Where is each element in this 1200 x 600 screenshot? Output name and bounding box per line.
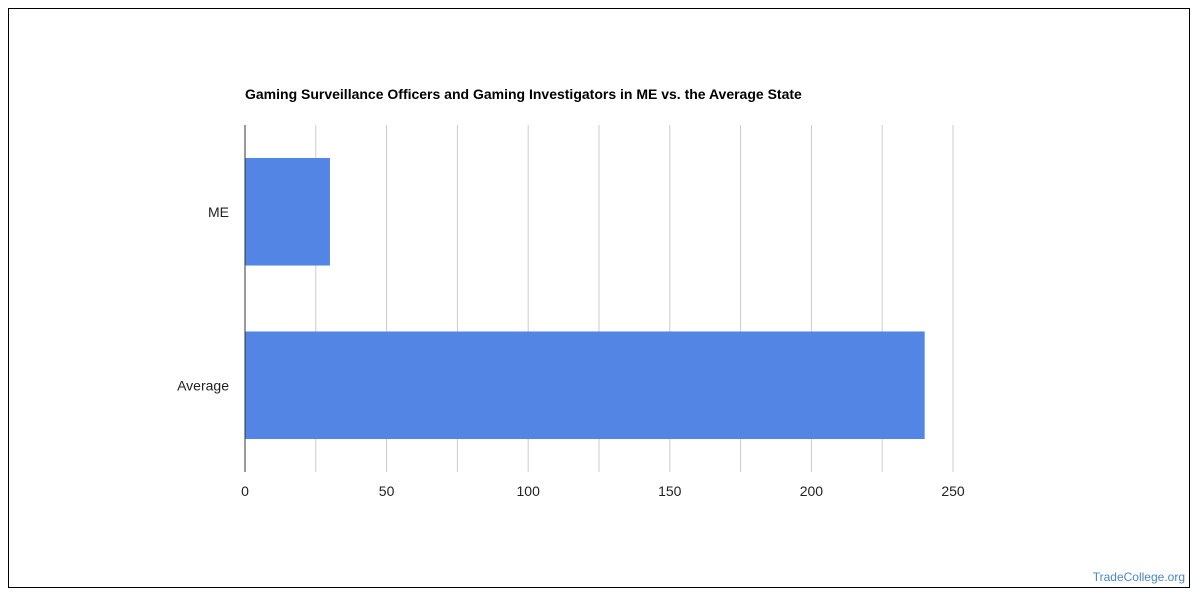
category-label-me: ME — [208, 204, 229, 220]
x-tick-label: 50 — [379, 483, 395, 499]
bar-average — [245, 331, 925, 440]
source-link[interactable]: TradeCollege.org — [1092, 570, 1185, 584]
x-tick-label: 100 — [517, 483, 541, 499]
bar-me — [245, 157, 330, 266]
x-tick-labels: 0 50 100 150 200 250 — [241, 483, 965, 499]
x-tick-label: 250 — [941, 483, 965, 499]
category-label-average: Average — [177, 377, 229, 393]
chart-title: Gaming Surveillance Officers and Gaming … — [245, 86, 802, 102]
x-tick-label: 150 — [658, 483, 682, 499]
category-labels: ME Average — [177, 204, 229, 394]
bars — [245, 157, 925, 440]
x-tick-label: 0 — [241, 483, 249, 499]
x-tick-label: 200 — [800, 483, 824, 499]
